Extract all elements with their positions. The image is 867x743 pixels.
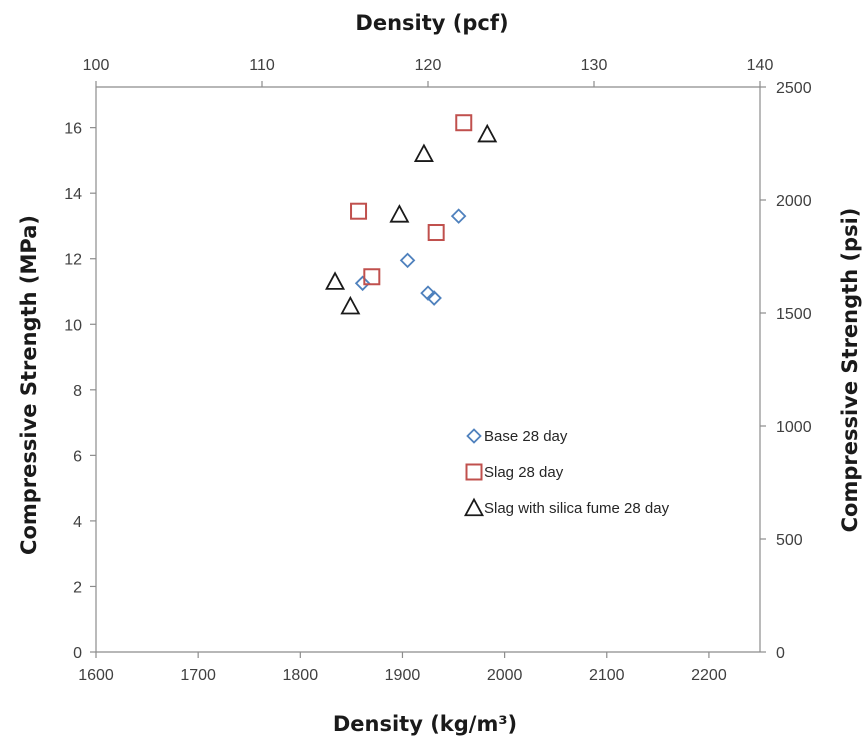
x-tick-label: 1800 bbox=[283, 667, 319, 684]
x2-tick-label: 110 bbox=[249, 57, 275, 74]
diamond-point bbox=[426, 290, 442, 306]
legend: Base 28 day Slag 28 day Slag with silica f… bbox=[463, 428, 670, 517]
legend-item: Slag 28 day bbox=[465, 463, 564, 481]
x2-tick-label: 140 bbox=[747, 57, 774, 74]
legend-diamond-marker bbox=[466, 428, 482, 444]
square-point bbox=[350, 202, 368, 220]
triangle-point bbox=[325, 271, 346, 290]
bottom-axis-title: Density (kg/m³) bbox=[333, 712, 517, 736]
series-triangle bbox=[325, 123, 498, 315]
x-tick-label: 2000 bbox=[487, 667, 523, 684]
series-diamond bbox=[354, 208, 467, 306]
y2-tick-label: 1500 bbox=[776, 306, 812, 323]
x-tick-label: 2200 bbox=[691, 667, 727, 684]
triangle-point bbox=[413, 143, 434, 162]
y-tick-label: 0 bbox=[73, 645, 82, 662]
y2-tick-label: 2500 bbox=[776, 80, 812, 97]
y-tick-label: 16 bbox=[64, 121, 82, 138]
triangle-point bbox=[340, 295, 361, 315]
x-tick-label: 1900 bbox=[385, 667, 421, 684]
right-axis-title: Compressive Strength (psi) bbox=[838, 208, 862, 533]
legend-item: Base 28 day bbox=[466, 428, 568, 445]
square-point bbox=[455, 114, 473, 132]
triangle-point bbox=[389, 204, 410, 223]
legend-item: Slag with silica fume 28 day bbox=[463, 497, 670, 517]
y-tick-label: 10 bbox=[64, 317, 82, 334]
legend-label: Base 28 day bbox=[484, 428, 568, 445]
diamond-point bbox=[450, 208, 467, 224]
y-tick-label: 12 bbox=[64, 252, 82, 269]
legend-triangle-marker bbox=[463, 497, 485, 517]
marker-layer bbox=[325, 114, 498, 315]
plot-frame bbox=[95, 86, 761, 653]
legend-label: Slag with silica fume 28 day bbox=[484, 500, 670, 517]
x2-tick-label: 120 bbox=[415, 57, 442, 74]
y-tick-label: 14 bbox=[64, 186, 82, 203]
legend-label: Slag 28 day bbox=[484, 464, 564, 481]
y-tick-label: 6 bbox=[73, 448, 82, 465]
y2-tick-label: 500 bbox=[776, 532, 803, 549]
x-tick-label: 1600 bbox=[78, 667, 114, 684]
y-tick-label: 4 bbox=[73, 514, 82, 531]
square-point bbox=[363, 268, 381, 286]
series-square bbox=[350, 114, 473, 286]
y-tick-label: 2 bbox=[73, 579, 82, 596]
diamond-point bbox=[354, 275, 371, 292]
y2-tick-label: 1000 bbox=[776, 419, 812, 436]
diamond-point bbox=[399, 252, 416, 269]
triangle-point bbox=[477, 123, 498, 143]
top-axis-title: Density (pcf) bbox=[355, 11, 508, 35]
x2-tick-label: 100 bbox=[83, 57, 110, 74]
left-axis-title: Compressive Strength (MPa) bbox=[17, 215, 41, 555]
y2-tick-label: 0 bbox=[776, 645, 785, 662]
x2-tick-label: 130 bbox=[581, 57, 608, 74]
x-tick-label: 2100 bbox=[589, 667, 625, 684]
square-point bbox=[427, 224, 445, 242]
y-tick-label: 8 bbox=[73, 383, 82, 400]
x-tick-label: 1700 bbox=[180, 667, 216, 684]
y2-tick-label: 2000 bbox=[776, 193, 812, 210]
legend-square-marker bbox=[465, 463, 483, 481]
